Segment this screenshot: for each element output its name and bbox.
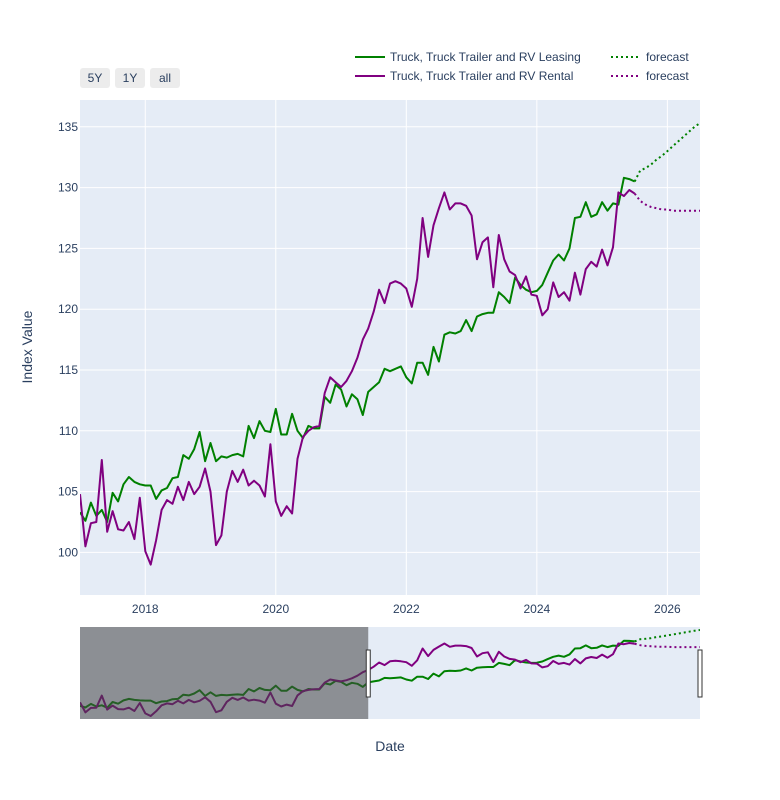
series-line-rental[interactable]: [80, 189, 636, 566]
legend-item-leasing-forecast[interactable]: forecast: [611, 50, 689, 64]
range-button-5y[interactable]: 5Y: [80, 68, 110, 88]
legend-label-leasing: Truck, Truck Trailer and RV Leasing: [390, 50, 581, 64]
legend-item-rental[interactable]: Truck, Truck Trailer and RV Rental: [355, 69, 573, 83]
y-axis-ticks: 100 105 110 115 120 125 130 135: [58, 120, 78, 560]
forecast-line-rental[interactable]: [633, 192, 700, 212]
x-tick-label: 2024: [523, 602, 550, 616]
x-tick-label: 2026: [654, 602, 681, 616]
x-tick-label: 2020: [262, 602, 289, 616]
legend-item-rental-forecast[interactable]: forecast: [611, 69, 689, 83]
range-button-1y-label: 1Y: [123, 71, 138, 85]
y-tick-label: 130: [58, 181, 78, 195]
x-axis-title: Date: [375, 738, 405, 754]
y-tick-label: 135: [58, 120, 78, 134]
series-lines: [80, 122, 700, 566]
y-tick-label: 120: [58, 302, 78, 316]
legend-item-leasing[interactable]: Truck, Truck Trailer and RV Leasing: [355, 50, 581, 64]
y-tick-label: 125: [58, 241, 78, 255]
slider-forecast-line-leasing: [634, 629, 700, 643]
y-tick-label: 100: [58, 545, 78, 559]
y-tick-label: 110: [59, 424, 78, 438]
gridlines: [80, 100, 700, 595]
plot-area[interactable]: [80, 100, 700, 595]
y-tick-label: 115: [59, 363, 78, 377]
slider-forecast-line-rental: [634, 642, 700, 649]
x-tick-label: 2022: [393, 602, 420, 616]
legend-label-leasing-forecast: forecast: [646, 50, 689, 64]
legend-label-rental: Truck, Truck Trailer and RV Rental: [390, 69, 573, 83]
legend-label-rental-forecast: forecast: [646, 69, 689, 83]
range-button-all[interactable]: all: [150, 68, 180, 88]
range-slider-mask: [80, 627, 369, 719]
range-slider-left-handle[interactable]: [365, 649, 371, 698]
x-tick-label: 2018: [132, 602, 159, 616]
forecast-line-leasing[interactable]: [633, 122, 700, 182]
y-axis-title: Index Value: [19, 310, 35, 383]
y-tick-label: 105: [58, 485, 78, 499]
range-button-1y[interactable]: 1Y: [115, 68, 145, 88]
range-button-5y-label: 5Y: [88, 71, 103, 85]
legend: Truck, Truck Trailer and RV Leasing fore…: [355, 50, 689, 83]
series-line-leasing[interactable]: [80, 176, 636, 523]
x-axis-ticks: 2018 2020 2022 2024 2026: [132, 602, 681, 616]
range-slider[interactable]: [80, 627, 703, 719]
range-button-all-label: all: [159, 71, 171, 85]
range-slider-right-handle[interactable]: [697, 649, 703, 698]
